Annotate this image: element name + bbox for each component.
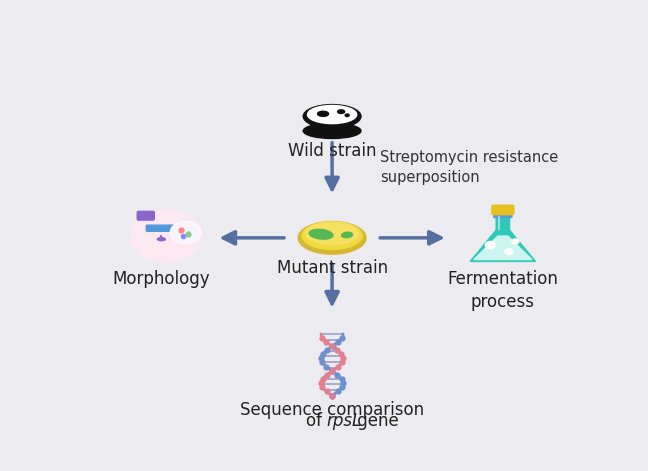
Ellipse shape (308, 106, 356, 123)
Ellipse shape (318, 111, 329, 116)
Text: Morphology: Morphology (113, 270, 210, 288)
Polygon shape (470, 216, 535, 261)
Ellipse shape (302, 222, 362, 250)
Text: rpsL: rpsL (326, 412, 362, 430)
Circle shape (171, 222, 200, 243)
Text: Streptomycin resistance
superposition: Streptomycin resistance superposition (380, 150, 558, 185)
FancyBboxPatch shape (494, 212, 512, 218)
Ellipse shape (157, 238, 165, 241)
Polygon shape (161, 238, 162, 239)
FancyBboxPatch shape (492, 205, 514, 215)
Text: Fermentation
process: Fermentation process (447, 270, 559, 311)
Text: Wild strain: Wild strain (288, 142, 376, 160)
Ellipse shape (303, 105, 361, 128)
Polygon shape (160, 236, 161, 237)
Ellipse shape (341, 232, 353, 238)
Polygon shape (161, 237, 162, 240)
Text: gene: gene (353, 412, 399, 430)
Ellipse shape (298, 221, 366, 254)
Polygon shape (474, 236, 532, 260)
Circle shape (505, 249, 513, 254)
Circle shape (512, 239, 519, 244)
Ellipse shape (345, 114, 349, 116)
Circle shape (130, 210, 203, 262)
Text: Sequence comparison: Sequence comparison (240, 401, 424, 419)
FancyBboxPatch shape (137, 211, 154, 220)
FancyBboxPatch shape (496, 215, 509, 231)
Circle shape (485, 242, 495, 249)
Ellipse shape (305, 222, 359, 245)
Ellipse shape (303, 123, 361, 138)
FancyBboxPatch shape (146, 225, 176, 231)
Circle shape (170, 221, 200, 244)
Ellipse shape (338, 110, 345, 114)
Text: Mutant strain: Mutant strain (277, 259, 388, 277)
Text: of: of (306, 412, 327, 430)
Ellipse shape (309, 229, 333, 239)
